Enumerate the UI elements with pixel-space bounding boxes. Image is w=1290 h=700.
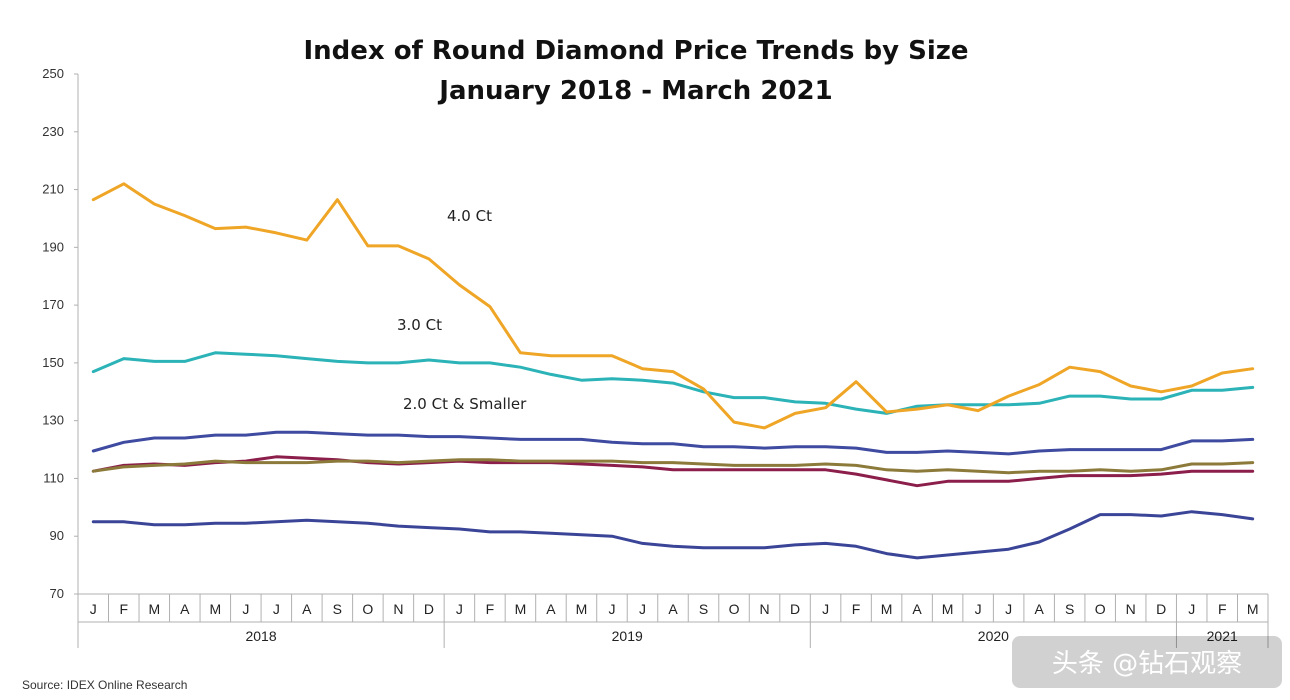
series-line-3 xyxy=(91,458,1255,475)
chart-title: Index of Round Diamond Price Trends by S… xyxy=(303,36,968,66)
y-tick-label: 70 xyxy=(50,586,64,601)
x-tick-label: M xyxy=(1247,601,1259,617)
x-tick-label: F xyxy=(1218,601,1227,617)
x-tick-label: J xyxy=(975,601,982,617)
x-tick-label: S xyxy=(333,601,342,617)
x-tick-label: F xyxy=(852,601,861,617)
x-tick-label: N xyxy=(1126,601,1136,617)
y-tick-label: 130 xyxy=(42,413,64,428)
watermark: 头条 @钻石观察 xyxy=(1012,636,1282,688)
series-line-2 xyxy=(91,430,1255,456)
x-tick-label: D xyxy=(790,601,800,617)
x-tick-label: M xyxy=(515,601,527,617)
series-label-3ct: 3.0 Ct xyxy=(397,316,442,334)
x-tick-label: J xyxy=(1005,601,1012,617)
x-tick-label: J xyxy=(273,601,280,617)
x-tick-label: M xyxy=(209,601,221,617)
series-line-0 xyxy=(91,182,1255,430)
y-tick-label: 110 xyxy=(43,470,64,485)
x-tick-label: A xyxy=(180,601,190,617)
x-tick-label: J xyxy=(456,601,463,617)
y-tick-label: 150 xyxy=(42,355,64,370)
x-tick-label: J xyxy=(608,601,615,617)
y-tick-label: 190 xyxy=(42,239,64,254)
series-line-5 xyxy=(91,510,1255,560)
x-tick-label: O xyxy=(729,601,740,617)
watermark-text: 头条 @钻石观察 xyxy=(1052,649,1242,679)
chart-subtitle: January 2018 - March 2021 xyxy=(437,76,832,106)
y-tick-label: 230 xyxy=(42,124,64,139)
x-tick-label: O xyxy=(1095,601,1106,617)
y-tick-label: 170 xyxy=(42,297,64,312)
x-tick-label: A xyxy=(912,601,922,617)
x-tick-label: N xyxy=(393,601,403,617)
y-tick-label: 90 xyxy=(50,528,64,543)
series-label-4ct: 4.0 Ct xyxy=(447,207,492,225)
x-tick-label: F xyxy=(486,601,495,617)
year-label: 2018 xyxy=(245,628,276,644)
source-note: Source: IDEX Online Research xyxy=(22,678,187,692)
x-tick-label: A xyxy=(546,601,556,617)
x-tick-label: S xyxy=(1065,601,1074,617)
x-tick-label: F xyxy=(119,601,128,617)
series-line-4 xyxy=(91,455,1255,488)
x-tick-label: J xyxy=(90,601,97,617)
year-label: 2020 xyxy=(978,628,1009,644)
x-tick-label: A xyxy=(302,601,312,617)
x-tick-label: J xyxy=(242,601,249,617)
x-tick-label: A xyxy=(1034,601,1044,617)
y-axis: 70 90 110 130 150 170 190 210 230 250 xyxy=(42,66,79,648)
x-tick-label: M xyxy=(576,601,588,617)
x-tick-label: J xyxy=(822,601,829,617)
year-label: 2019 xyxy=(612,628,643,644)
x-tick-label: M xyxy=(148,601,160,617)
x-tick-label: J xyxy=(1188,601,1195,617)
x-tick-label: O xyxy=(362,601,373,617)
year-label: 2021 xyxy=(1207,628,1238,644)
x-tick-label: S xyxy=(699,601,708,617)
x-tick-label: A xyxy=(668,601,678,617)
y-tick-label: 250 xyxy=(42,66,64,81)
x-tick-label: D xyxy=(1156,601,1166,617)
y-tick-label: 210 xyxy=(42,182,64,197)
x-tick-label: D xyxy=(424,601,434,617)
x-axis: J F M A M J J A S O N D J F M A M J J A S O N D J F M A M J J A S O N D J F M2… xyxy=(77,593,1269,648)
x-tick-label: M xyxy=(881,601,893,617)
x-tick-label: J xyxy=(639,601,646,617)
x-tick-label: N xyxy=(759,601,769,617)
series-line-1 xyxy=(91,351,1255,415)
series-label-2ct: 2.0 Ct & Smaller xyxy=(403,395,527,413)
series-lines xyxy=(91,182,1255,560)
x-tick-label: M xyxy=(942,601,954,617)
